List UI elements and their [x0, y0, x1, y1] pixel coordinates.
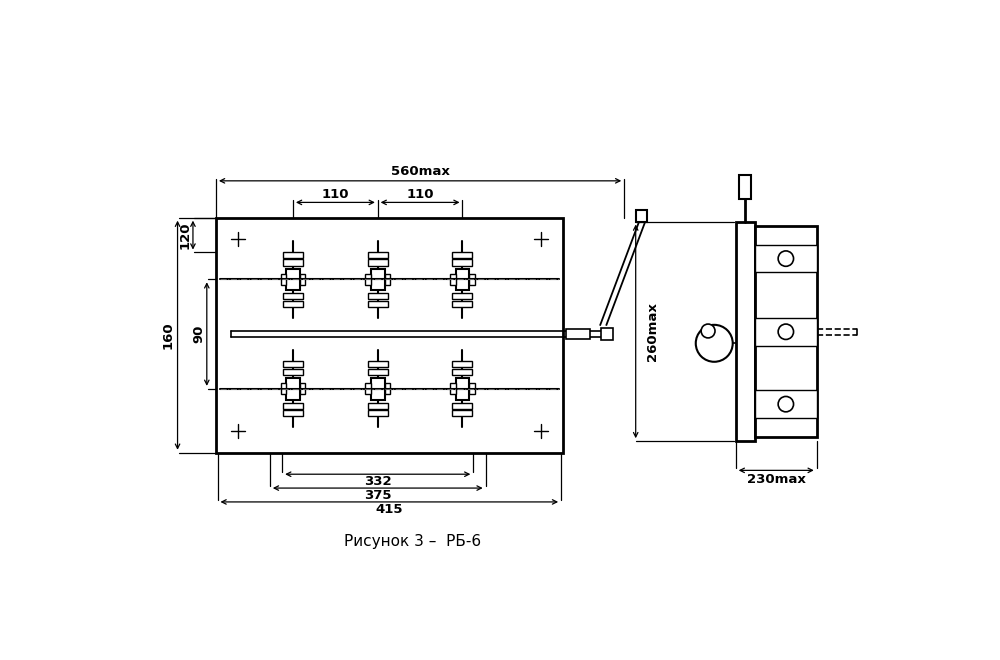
- Bar: [368, 301, 388, 307]
- Bar: [368, 293, 388, 300]
- Bar: [755, 318, 817, 346]
- Bar: [452, 251, 472, 258]
- Bar: [368, 369, 388, 375]
- Bar: [452, 259, 472, 265]
- Bar: [368, 259, 388, 265]
- Bar: [452, 293, 472, 300]
- Bar: [368, 403, 388, 409]
- Bar: [755, 390, 817, 418]
- Bar: [452, 361, 472, 367]
- Circle shape: [778, 397, 794, 412]
- Text: 110: 110: [406, 188, 434, 201]
- Bar: [283, 361, 303, 367]
- Bar: [452, 369, 472, 375]
- Text: Рисунок 3 –  РБ-6: Рисунок 3 – РБ-6: [344, 534, 481, 548]
- Bar: [283, 301, 303, 307]
- Bar: [283, 411, 303, 416]
- Bar: [736, 222, 755, 441]
- Bar: [283, 403, 303, 409]
- Text: 560max: 560max: [391, 165, 450, 178]
- Text: 90: 90: [193, 325, 206, 343]
- Bar: [452, 301, 472, 307]
- Bar: [452, 403, 472, 409]
- Circle shape: [701, 324, 715, 338]
- Bar: [281, 274, 286, 285]
- Bar: [368, 361, 388, 367]
- Bar: [469, 383, 475, 394]
- Text: 415: 415: [376, 503, 403, 516]
- Bar: [755, 226, 817, 438]
- Bar: [371, 378, 385, 399]
- Text: 120: 120: [179, 221, 192, 249]
- Bar: [283, 293, 303, 300]
- Text: 110: 110: [322, 188, 349, 201]
- Text: 332: 332: [364, 475, 392, 488]
- Bar: [456, 269, 469, 290]
- Text: 260max: 260max: [646, 302, 659, 361]
- Bar: [365, 274, 371, 285]
- Bar: [286, 378, 300, 399]
- Bar: [300, 383, 305, 394]
- Bar: [283, 251, 303, 258]
- Bar: [368, 251, 388, 258]
- Bar: [385, 274, 390, 285]
- Circle shape: [778, 324, 794, 339]
- Text: 230max: 230max: [747, 473, 806, 486]
- Bar: [450, 274, 456, 285]
- Bar: [385, 383, 390, 394]
- Bar: [452, 411, 472, 416]
- Text: 375: 375: [364, 489, 392, 502]
- Text: 160: 160: [162, 321, 175, 349]
- Bar: [286, 269, 300, 290]
- Bar: [450, 383, 456, 394]
- Bar: [566, 329, 590, 339]
- Bar: [216, 218, 563, 453]
- Bar: [283, 259, 303, 265]
- Circle shape: [696, 325, 733, 362]
- Bar: [368, 411, 388, 416]
- Bar: [456, 378, 469, 399]
- Bar: [371, 269, 385, 290]
- Bar: [469, 274, 475, 285]
- Bar: [755, 245, 817, 273]
- Bar: [365, 383, 371, 394]
- Circle shape: [778, 251, 794, 266]
- Bar: [739, 176, 751, 199]
- Bar: [283, 369, 303, 375]
- Bar: [281, 383, 286, 394]
- Bar: [300, 274, 305, 285]
- Bar: [601, 328, 613, 341]
- Bar: [636, 210, 647, 222]
